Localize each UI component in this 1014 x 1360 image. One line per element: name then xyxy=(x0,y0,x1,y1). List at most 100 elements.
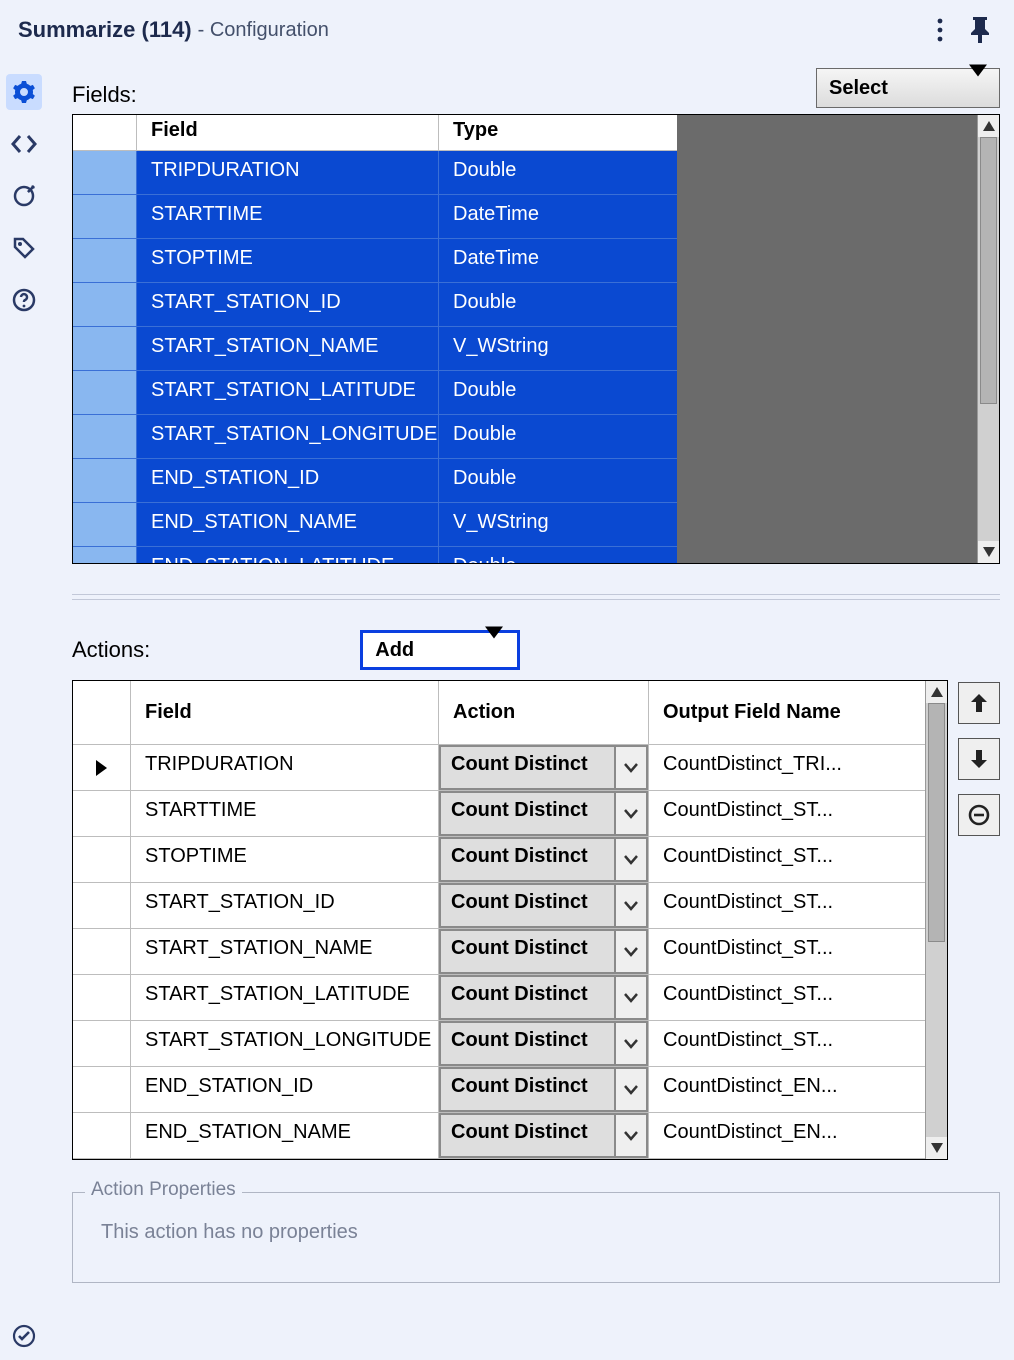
row-selector[interactable] xyxy=(73,837,131,883)
action-select-value[interactable]: Count Distinct xyxy=(439,1113,614,1158)
actions-cell-output[interactable]: CountDistinct_ST... xyxy=(649,837,925,883)
actions-cell-field[interactable]: STARTTIME xyxy=(131,791,439,837)
fields-cell-field[interactable]: TRIPDURATION xyxy=(137,151,439,195)
actions-cell-field[interactable]: START_STATION_NAME xyxy=(131,929,439,975)
tag-icon[interactable] xyxy=(6,230,42,266)
actions-cell-action[interactable]: Count Distinct xyxy=(439,1113,649,1159)
actions-cell-field[interactable]: START_STATION_LONGITUDE xyxy=(131,1021,439,1067)
chevron-down-icon[interactable] xyxy=(614,883,648,928)
fields-cell-type[interactable]: Double xyxy=(439,151,677,195)
actions-cell-field[interactable]: TRIPDURATION xyxy=(131,745,439,791)
fields-row[interactable]: END_STATION_NAMEV_WString xyxy=(73,503,677,547)
actions-cell-output[interactable]: CountDistinct_ST... xyxy=(649,883,925,929)
fields-row[interactable]: START_STATION_LATITUDEDouble xyxy=(73,371,677,415)
chevron-down-icon[interactable] xyxy=(614,837,648,882)
chevron-down-icon[interactable] xyxy=(614,1021,648,1066)
actions-cell-action[interactable]: Count Distinct xyxy=(439,883,649,929)
actions-row[interactable]: START_STATION_IDCount Distinct CountDisti… xyxy=(73,883,925,929)
fields-cell-type[interactable]: DateTime xyxy=(439,239,677,283)
fields-row[interactable]: END_STATION_LATITUDEDouble xyxy=(73,547,677,563)
fields-cell-type[interactable]: Double xyxy=(439,547,677,563)
actions-cell-output[interactable]: CountDistinct_ST... xyxy=(649,975,925,1021)
fields-cell-field[interactable]: END_STATION_NAME xyxy=(137,503,439,547)
chevron-down-icon[interactable] xyxy=(614,791,648,836)
fields-cell-field[interactable]: START_STATION_ID xyxy=(137,283,439,327)
fields-cell-field[interactable]: START_STATION_LONGITUDE xyxy=(137,415,439,459)
action-select-value[interactable]: Count Distinct xyxy=(439,929,614,974)
action-select-value[interactable]: Count Distinct xyxy=(439,883,614,928)
fields-cell-field[interactable]: STOPTIME xyxy=(137,239,439,283)
select-dropdown[interactable]: Select xyxy=(816,68,1000,108)
gear-icon[interactable] xyxy=(6,74,42,110)
actions-cell-output[interactable]: CountDistinct_TRI... xyxy=(649,745,925,791)
chevron-down-icon[interactable] xyxy=(614,975,648,1020)
fields-row[interactable]: TRIPDURATIONDouble xyxy=(73,151,677,195)
actions-cell-action[interactable]: Count Distinct xyxy=(439,791,649,837)
fields-row[interactable]: STOPTIMEDateTime xyxy=(73,239,677,283)
row-selector[interactable] xyxy=(73,1021,131,1067)
actions-scrollbar[interactable] xyxy=(925,681,947,1159)
fields-row[interactable]: END_STATION_IDDouble xyxy=(73,459,677,503)
actions-row[interactable]: START_STATION_LATITUDECount DistinctCoun… xyxy=(73,975,925,1021)
scroll-up-icon[interactable] xyxy=(926,681,947,703)
actions-row[interactable]: TRIPDURATIONCount Distinct CountDistinct_… xyxy=(73,745,925,791)
actions-col-field[interactable]: Field xyxy=(131,681,439,745)
add-dropdown[interactable]: Add xyxy=(360,630,520,670)
actions-cell-output[interactable]: CountDistinct_ST... xyxy=(649,929,925,975)
fields-cell-type[interactable]: DateTime xyxy=(439,195,677,239)
row-selector[interactable] xyxy=(73,929,131,975)
row-selector[interactable] xyxy=(73,745,131,791)
actions-row[interactable]: STARTTIMECount Distinct CountDistinct_ST.… xyxy=(73,791,925,837)
actions-cell-output[interactable]: CountDistinct_EN... xyxy=(649,1067,925,1113)
actions-row[interactable]: START_STATION_NAMECount Distinct CountDis… xyxy=(73,929,925,975)
fields-cell-type[interactable]: V_WString xyxy=(439,503,677,547)
actions-cell-action[interactable]: Count Distinct xyxy=(439,1067,649,1113)
help-icon[interactable] xyxy=(6,282,42,318)
row-selector[interactable] xyxy=(73,1067,131,1113)
actions-cell-output[interactable]: CountDistinct_ST... xyxy=(649,1021,925,1067)
actions-cell-field[interactable]: START_STATION_ID xyxy=(131,883,439,929)
actions-cell-action[interactable]: Count Distinct xyxy=(439,929,649,975)
actions-col-output[interactable]: Output Field Name xyxy=(649,681,925,745)
row-selector[interactable] xyxy=(73,975,131,1021)
action-select-value[interactable]: Count Distinct xyxy=(439,745,614,790)
fields-cell-field[interactable]: END_STATION_LATITUDE xyxy=(137,547,439,563)
fields-cell-type[interactable]: Double xyxy=(439,371,677,415)
fields-grid[interactable]: Field Type TRIPDURATIONDoubleSTARTTIMEDa… xyxy=(72,114,1000,564)
action-select-value[interactable]: Count Distinct xyxy=(439,791,614,836)
scroll-up-icon[interactable] xyxy=(978,115,999,137)
actions-cell-action[interactable]: Count Distinct xyxy=(439,837,649,883)
chevron-down-icon[interactable] xyxy=(614,929,648,974)
actions-cell-action[interactable]: Count Distinct xyxy=(439,975,649,1021)
scroll-down-icon[interactable] xyxy=(926,1137,947,1159)
actions-row[interactable]: END_STATION_IDCount DistinctCountDistinc… xyxy=(73,1067,925,1113)
fields-row[interactable]: START_STATION_IDDouble xyxy=(73,283,677,327)
fields-cell-type[interactable]: Double xyxy=(439,459,677,503)
chevron-down-icon[interactable] xyxy=(614,745,648,790)
target-icon[interactable] xyxy=(6,178,42,214)
actions-cell-output[interactable]: CountDistinct_ST... xyxy=(649,791,925,837)
scroll-down-icon[interactable] xyxy=(978,541,999,563)
actions-col-action[interactable]: Action xyxy=(439,681,649,745)
fields-cell-field[interactable]: END_STATION_ID xyxy=(137,459,439,503)
row-selector[interactable] xyxy=(73,1113,131,1159)
actions-cell-output[interactable]: CountDistinct_EN... xyxy=(649,1113,925,1159)
pin-icon[interactable] xyxy=(960,10,1000,50)
actions-cell-action[interactable]: Count Distinct xyxy=(439,745,649,791)
actions-grid[interactable]: Field Action Output Field Name TRIPDURAT… xyxy=(72,680,948,1160)
remove-button[interactable] xyxy=(958,794,1000,836)
fields-col-type[interactable]: Type xyxy=(439,115,677,151)
fields-cell-type[interactable]: Double xyxy=(439,415,677,459)
fields-cell-field[interactable]: STARTTIME xyxy=(137,195,439,239)
fields-col-field[interactable]: Field xyxy=(137,115,439,151)
actions-cell-field[interactable]: START_STATION_LATITUDE xyxy=(131,975,439,1021)
fields-cell-field[interactable]: START_STATION_LATITUDE xyxy=(137,371,439,415)
action-select-value[interactable]: Count Distinct xyxy=(439,837,614,882)
chevron-down-icon[interactable] xyxy=(614,1067,648,1112)
action-select-value[interactable]: Count Distinct xyxy=(439,1021,614,1066)
actions-row[interactable]: START_STATION_LONGITUDECount Distinct Cou… xyxy=(73,1021,925,1067)
fields-cell-type[interactable]: Double xyxy=(439,283,677,327)
fields-cell-type[interactable]: V_WString xyxy=(439,327,677,371)
fields-row[interactable]: START_STATION_NAMEV_WString xyxy=(73,327,677,371)
actions-row[interactable]: STOPTIMECount DistinctCountDistinct_ST..… xyxy=(73,837,925,883)
